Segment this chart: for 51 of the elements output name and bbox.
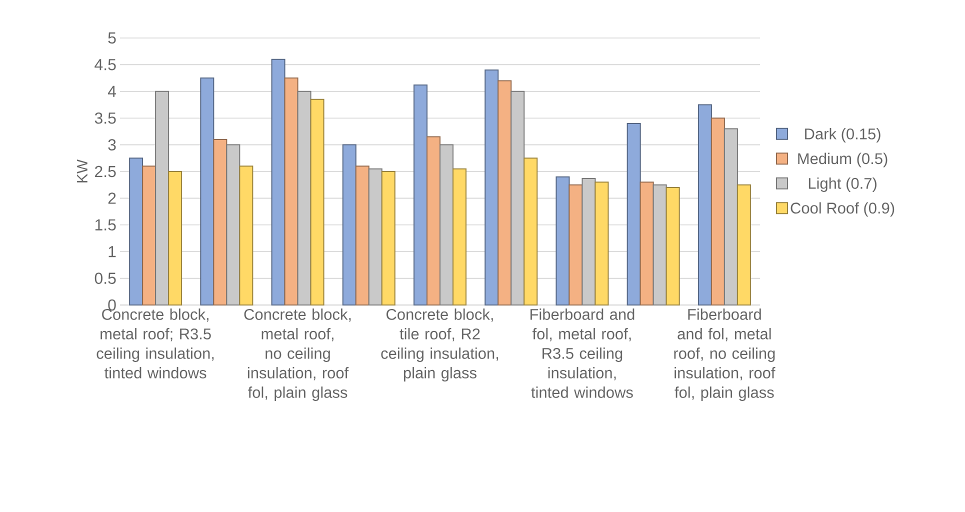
bar — [129, 158, 144, 306]
bar — [666, 187, 680, 306]
bar — [414, 84, 428, 306]
y-tick-label: 0.5 — [94, 272, 116, 284]
bar — [168, 171, 182, 306]
bar — [710, 118, 725, 306]
bar — [271, 58, 286, 306]
bar — [568, 184, 583, 306]
bar — [498, 80, 512, 306]
legend-label: Medium (0.5) — [798, 152, 888, 168]
bar — [640, 182, 654, 306]
y-tick-label: 4 — [108, 86, 116, 97]
y-tick-label: 0 — [108, 299, 116, 311]
bar — [524, 158, 538, 306]
y-tick-label: 2 — [108, 192, 116, 204]
x-tick-label: Concrete block, metal roof; R3.5 ceiling insulation, tinted windows — [96, 308, 214, 378]
bar — [452, 168, 467, 306]
bar — [556, 176, 570, 306]
bar — [355, 166, 370, 306]
bar — [426, 136, 441, 306]
bar — [284, 78, 298, 306]
bar — [484, 70, 499, 306]
y-tick-label: 3 — [108, 139, 116, 150]
y-tick-label: 1.5 — [95, 219, 116, 230]
legend-label: Cool Roof (0.9) — [790, 202, 894, 217]
bar — [200, 78, 214, 306]
bar — [626, 122, 641, 306]
bar — [239, 166, 254, 306]
bar — [736, 184, 751, 306]
bar — [342, 144, 356, 306]
y-tick-label: 1 — [108, 246, 116, 258]
bar — [368, 168, 382, 306]
bar — [652, 184, 667, 306]
x-tick-label: Concrete block, tile roof, R2 ceiling insulation, plain glass — [381, 308, 498, 382]
bar — [594, 182, 609, 306]
x-tick-label: Fiberboard and fol, metal roof, no ceiling insulation, roof fol, plain glass — [674, 308, 776, 401]
y-tick-label: 5 — [108, 32, 116, 44]
y-tick-label: 4.5 — [94, 59, 116, 70]
y-tick-label: 3.5 — [94, 112, 116, 124]
bar — [582, 178, 596, 306]
bar — [213, 138, 228, 306]
bar — [698, 104, 712, 306]
x-tick-label: Concrete block, metal roof, no ceiling insulation, roof fol, plain glass — [244, 308, 351, 401]
x-tick-label: Fiberboard and fol, metal roof, R3.5 ceiling insulation, tinted windows — [530, 308, 634, 398]
legend-label: Dark (0.15) — [805, 128, 880, 142]
y-axis-title: KW — [77, 159, 88, 182]
legend-label: Light (0.7) — [808, 178, 876, 192]
bar — [381, 171, 396, 306]
y-tick-label: 2.5 — [95, 166, 116, 178]
bar — [310, 98, 324, 306]
bar — [142, 166, 156, 306]
